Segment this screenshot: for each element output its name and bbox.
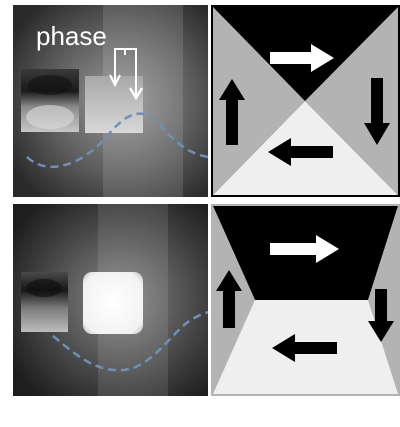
top-domain-diagram	[211, 5, 400, 197]
top-domain-right	[305, 7, 398, 195]
top-arrow-left-icon	[268, 138, 333, 166]
top-inset-b	[85, 76, 143, 133]
top-arrow-right-icon	[270, 44, 334, 72]
bottom-inset-a	[21, 272, 68, 332]
bottom-arrow-left-icon	[272, 334, 337, 362]
bottom-arrow-down-icon	[368, 289, 394, 342]
top-inset-a	[21, 69, 79, 132]
top-domain-left	[213, 7, 305, 195]
top-arrow-up-icon	[219, 79, 245, 145]
bottom-microscopy-image	[13, 204, 208, 396]
bottom-dashed-wave	[52, 310, 208, 372]
phase-label: phase	[36, 21, 107, 51]
bottom-bright-square	[83, 272, 143, 334]
top-arrow-down-icon	[364, 78, 390, 145]
bottom-domain-diagram	[211, 204, 400, 396]
bottom-arrow-right-icon	[270, 235, 339, 263]
top-microscopy-image: phase	[13, 5, 208, 197]
bottom-arrow-up-icon	[216, 270, 242, 328]
phase-marker-icon	[109, 48, 144, 101]
